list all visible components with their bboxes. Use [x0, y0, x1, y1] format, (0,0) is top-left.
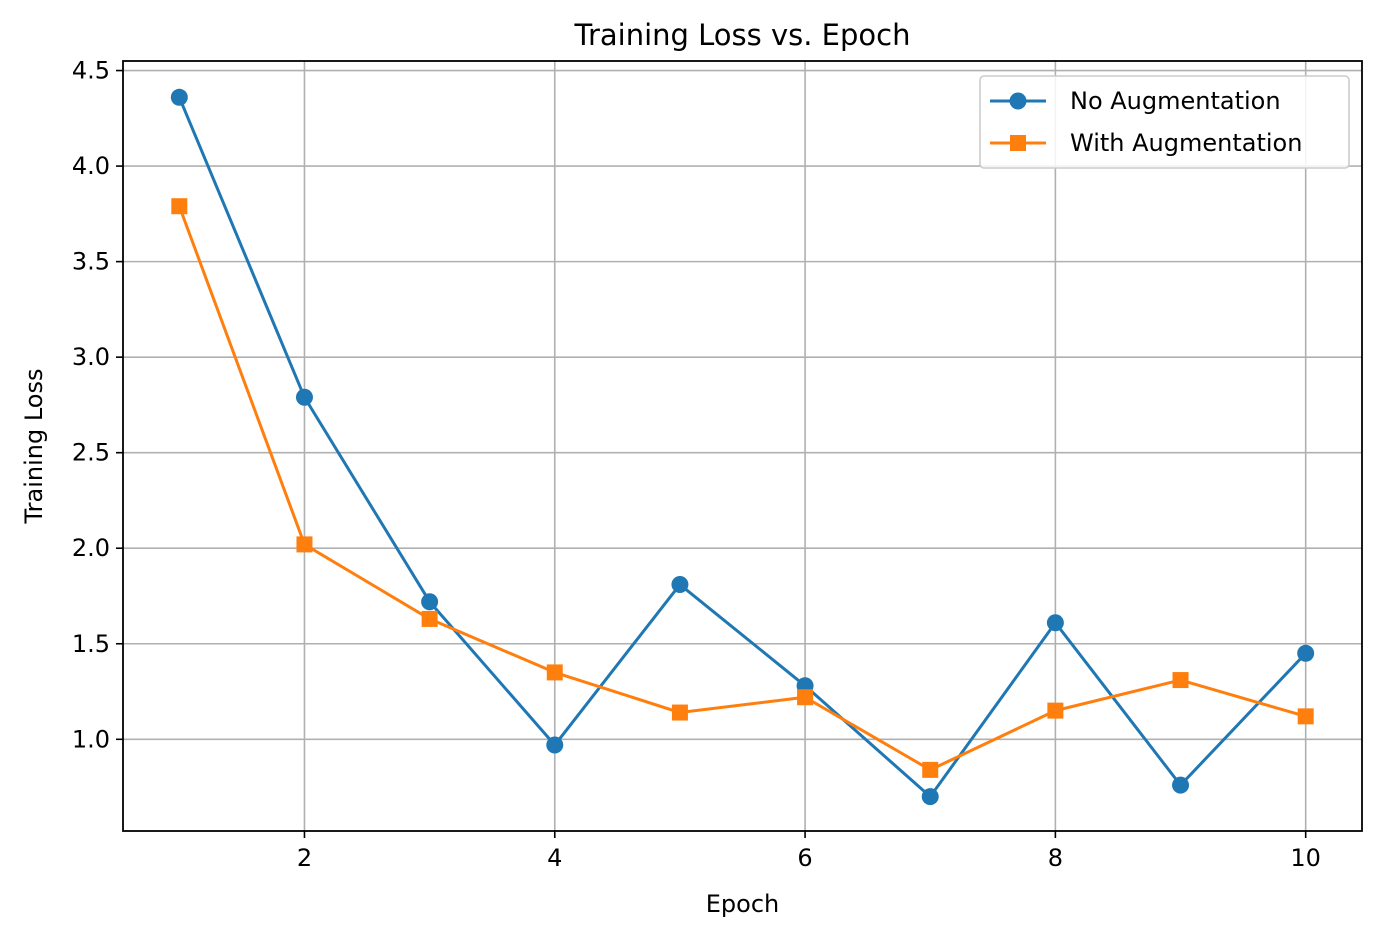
x-tick-label: 4 [547, 844, 562, 872]
data-point-10 [1297, 708, 1314, 725]
data-point-legend [1010, 135, 1026, 151]
data-point-4 [546, 736, 564, 754]
data-point-7 [922, 761, 939, 778]
data-point-9 [1172, 776, 1190, 794]
chart-title: Training Loss vs. Epoch [574, 18, 911, 52]
legend-label: With Augmentation [1070, 129, 1302, 157]
data-point-8 [1047, 702, 1064, 719]
data-point-9 [1172, 672, 1189, 689]
series-2 [171, 198, 1314, 778]
x-axis-label: Epoch [706, 890, 780, 918]
series-1 [170, 88, 1315, 806]
legend-label: No Augmentation [1070, 87, 1281, 115]
data-point-3 [421, 593, 439, 611]
x-tick-label: 10 [1290, 844, 1321, 872]
data-point-2 [295, 388, 313, 406]
data-point-legend [1009, 92, 1027, 110]
data-point-1 [171, 198, 188, 215]
ticks: 2 4 6 8 10 1.0 1.5 2.0 2.5 3.0 3.5 4.0 4.5 [72, 57, 1321, 872]
y-tick-label: 1.0 [72, 725, 110, 753]
data-point-3 [421, 610, 438, 627]
data-point-1 [170, 88, 188, 106]
legend-entry-2: With Augmentation [990, 129, 1302, 157]
x-tick-label: 2 [297, 844, 312, 872]
legend-entry-1: No Augmentation [990, 87, 1281, 115]
data-point-10 [1297, 644, 1315, 662]
series-layer [170, 88, 1315, 806]
data-point-2 [296, 536, 313, 553]
data-point-8 [1046, 614, 1064, 632]
data-point-7 [921, 788, 939, 806]
data-point-5 [671, 576, 689, 594]
series-line-2 [177, 205, 1307, 772]
data-point-4 [546, 664, 563, 681]
legend: No Augmentation With Augmentation [979, 75, 1350, 169]
grid-lines [123, 61, 1362, 831]
y-tick-label: 3.0 [72, 343, 110, 371]
legend-box [979, 75, 1350, 169]
y-axis-label: Training Loss [20, 369, 48, 525]
data-point-6 [797, 689, 814, 706]
y-tick-label: 1.5 [72, 630, 110, 658]
data-point-5 [671, 704, 688, 721]
x-tick-label: 8 [1048, 844, 1063, 872]
y-tick-label: 2.5 [72, 439, 110, 467]
series-line-1 [177, 96, 1307, 799]
y-tick-label: 2.0 [72, 534, 110, 562]
y-tick-label: 4.0 [72, 152, 110, 180]
x-tick-label: 6 [797, 844, 812, 872]
y-tick-label: 4.5 [72, 57, 110, 85]
plot-frame [122, 60, 1363, 832]
y-tick-label: 3.5 [72, 248, 110, 276]
